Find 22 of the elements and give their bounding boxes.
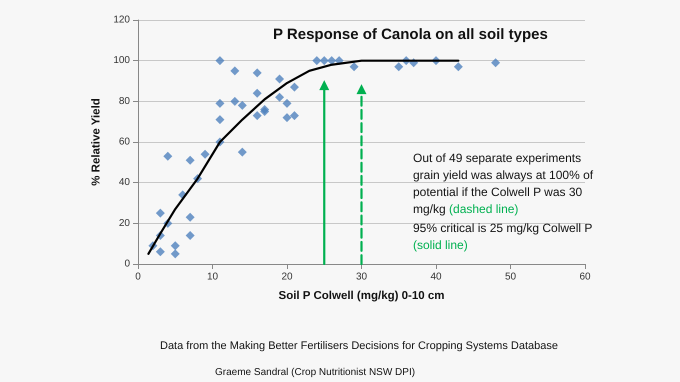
x-tick-label: 30 xyxy=(356,272,368,282)
chart-title: P Response of Canola on all soil types xyxy=(273,26,548,43)
annotation: (dashed line) xyxy=(449,202,518,216)
x-tick-label: 40 xyxy=(430,272,442,282)
x-tick-label: 20 xyxy=(281,272,293,282)
x-tick-label: 10 xyxy=(206,272,218,282)
y-tick-label: 80 xyxy=(118,96,130,107)
annotation: (solid line) xyxy=(413,238,468,252)
x-axis-title: Soil P Colwell (mg/kg) 0-10 cm xyxy=(278,290,444,302)
y-axis-title: % Relative Yield xyxy=(90,98,102,186)
y-tick-label: 120 xyxy=(113,14,130,26)
y-tick-label: 40 xyxy=(118,177,130,188)
y-tick-label: 20 xyxy=(118,218,130,229)
annotation: 95% critical is 25 mg/kg Colwell P xyxy=(413,221,592,235)
x-tick-label: 60 xyxy=(579,272,591,282)
y-tick-label: 0 xyxy=(124,258,130,270)
x-tick-label: 0 xyxy=(135,272,142,282)
x-tick-label: 50 xyxy=(504,272,516,282)
y-tick-label: 100 xyxy=(113,55,130,66)
text: Data from the Making Better Fertilisers Decisions for Cropping Systems Database xyxy=(160,339,558,354)
y-tick-label: 60 xyxy=(118,136,130,148)
text: Graeme Sandral (Crop Nutritionist NSW DPI) xyxy=(215,366,416,380)
